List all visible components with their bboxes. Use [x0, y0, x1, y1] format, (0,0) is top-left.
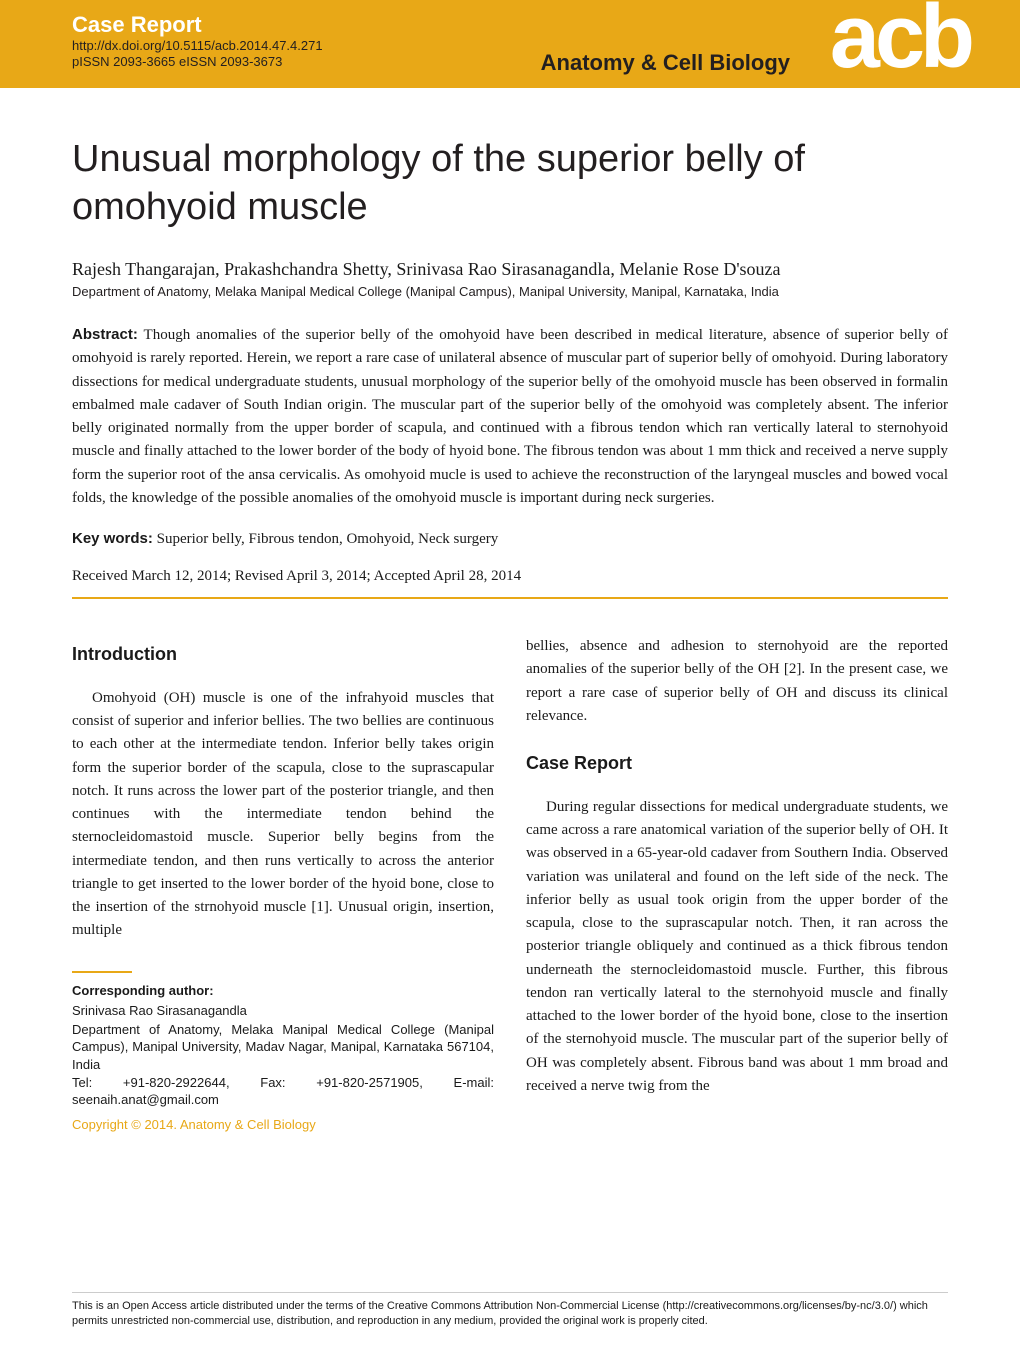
abstract-label: Abstract: — [72, 326, 138, 343]
keywords-block: Key words: Superior belly, Fibrous tendo… — [72, 530, 948, 548]
corresponding-author-address: Department of Anatomy, Melaka Manipal Me… — [72, 1021, 494, 1074]
introduction-text: Omohyoid (OH) muscle is one of the infra… — [72, 687, 494, 943]
case-report-heading: Case Report — [526, 750, 948, 778]
journal-name: Anatomy & Cell Biology — [541, 50, 790, 76]
section-divider — [72, 597, 948, 599]
license-footer: This is an Open Access article distribut… — [72, 1292, 948, 1329]
acb-logo: acb — [830, 0, 970, 82]
copyright-text: Copyright © 2014. Anatomy & Cell Biology — [72, 1115, 494, 1135]
corresponding-divider — [72, 971, 132, 973]
abstract-text: Though anomalies of the superior belly o… — [72, 327, 948, 506]
doi-link[interactable]: http://dx.doi.org/10.5115/acb.2014.47.4.… — [72, 38, 323, 53]
article-dates: Received March 12, 2014; Revised April 3… — [72, 568, 948, 585]
article-title: Unusual morphology of the superior belly… — [72, 136, 948, 231]
corresponding-author-name: Srinivasa Rao Sirasanagandla — [72, 1001, 494, 1021]
affiliation: Department of Anatomy, Melaka Manipal Me… — [72, 284, 948, 299]
right-column: bellies, absence and adhesion to sternoh… — [526, 635, 948, 1135]
journal-header: Case Report http://dx.doi.org/10.5115/ac… — [0, 0, 1020, 88]
keywords-text: Superior belly, Fibrous tendon, Omohyoid… — [157, 531, 499, 547]
authors: Rajesh Thangarajan, Prakashchandra Shett… — [72, 259, 948, 280]
introduction-heading: Introduction — [72, 641, 494, 669]
body-columns: Introduction Omohyoid (OH) muscle is one… — [72, 635, 948, 1135]
corresponding-author-label: Corresponding author: — [72, 981, 494, 1001]
issn-text: pISSN 2093-3665 eISSN 2093-3673 — [72, 54, 282, 69]
keywords-label: Key words: — [72, 530, 153, 547]
abstract-block: Abstract: Though anomalies of the superi… — [72, 323, 948, 510]
case-report-text: During regular dissections for medical u… — [526, 796, 948, 1098]
page-content: Unusual morphology of the superior belly… — [0, 88, 1020, 1135]
col2-lead-text: bellies, absence and adhesion to sternoh… — [526, 635, 948, 728]
case-report-label: Case Report — [72, 12, 202, 38]
corresponding-author-contact: Tel: +91-820-2922644, Fax: +91-820-25719… — [72, 1074, 494, 1109]
left-column: Introduction Omohyoid (OH) muscle is one… — [72, 635, 494, 1135]
